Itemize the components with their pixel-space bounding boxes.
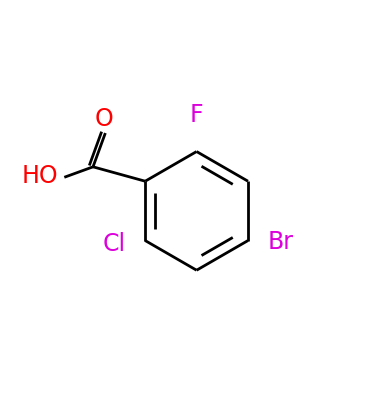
Text: O: O [94,107,113,131]
Text: Cl: Cl [102,232,125,256]
Text: Br: Br [268,230,294,254]
Text: HO: HO [21,164,58,188]
Text: F: F [190,103,204,127]
